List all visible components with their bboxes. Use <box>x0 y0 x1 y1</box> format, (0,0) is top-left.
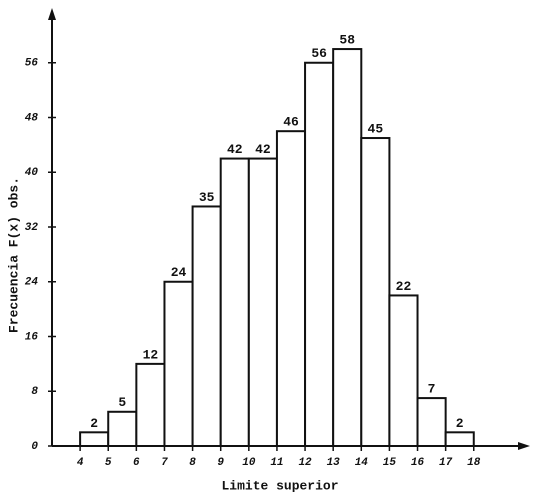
x-tick-label: 15 <box>383 457 397 469</box>
bar <box>191 205 222 447</box>
data-label: 2 <box>90 416 98 431</box>
bar <box>219 157 250 447</box>
data-label: 42 <box>227 142 243 157</box>
bar <box>163 280 194 447</box>
data-label: 24 <box>171 265 187 280</box>
data-label: 12 <box>143 347 159 362</box>
data-label: 56 <box>311 46 327 61</box>
data-label: 58 <box>339 33 355 48</box>
data-label: 5 <box>118 395 126 410</box>
y-tick-label: 40 <box>25 167 39 179</box>
x-axis-arrow <box>518 442 530 450</box>
y-axis-arrow <box>48 8 56 20</box>
bar <box>332 48 363 447</box>
data-label: 45 <box>368 121 384 136</box>
data-label: 46 <box>283 115 299 130</box>
x-tick-label: 12 <box>298 457 312 469</box>
x-tick-label: 17 <box>439 457 453 469</box>
y-tick-label: 56 <box>25 58 39 70</box>
data-label: 7 <box>428 382 436 397</box>
y-tick-label: 8 <box>31 386 38 398</box>
bar <box>304 61 335 447</box>
bar <box>275 130 307 447</box>
y-tick-label: 32 <box>25 222 39 234</box>
x-tick-label: 8 <box>189 457 196 469</box>
bar <box>107 410 138 447</box>
x-tick-label: 6 <box>133 457 140 469</box>
x-tick-label: 14 <box>355 457 369 469</box>
x-tick-label: 5 <box>105 457 112 469</box>
x-tick-label: 10 <box>242 457 256 469</box>
x-axis-label: Limite superior <box>221 478 338 493</box>
y-tick-label: 48 <box>25 112 39 124</box>
data-label: 22 <box>396 279 412 294</box>
y-tick-label: 24 <box>25 277 39 289</box>
x-tick-label: 9 <box>217 457 224 469</box>
bar <box>79 431 110 447</box>
x-tick-label: 16 <box>411 457 425 469</box>
x-tick-label: 7 <box>161 457 168 469</box>
bar <box>135 362 166 447</box>
x-tick-label: 11 <box>270 457 283 469</box>
bar <box>388 294 419 447</box>
y-tick-label: 0 <box>31 441 38 453</box>
x-tick-label: 13 <box>327 457 341 469</box>
bar <box>247 157 278 447</box>
data-label: 42 <box>255 142 271 157</box>
y-axis-label: Frecuencia F(x) obs. <box>6 177 21 333</box>
x-tick-label: 4 <box>77 457 84 469</box>
bar <box>416 397 447 447</box>
x-tick-label: 18 <box>467 457 481 469</box>
data-label: 2 <box>456 416 464 431</box>
y-tick-label: 16 <box>25 331 39 343</box>
bar <box>444 431 475 447</box>
bar <box>360 137 391 447</box>
data-label: 35 <box>199 190 215 205</box>
